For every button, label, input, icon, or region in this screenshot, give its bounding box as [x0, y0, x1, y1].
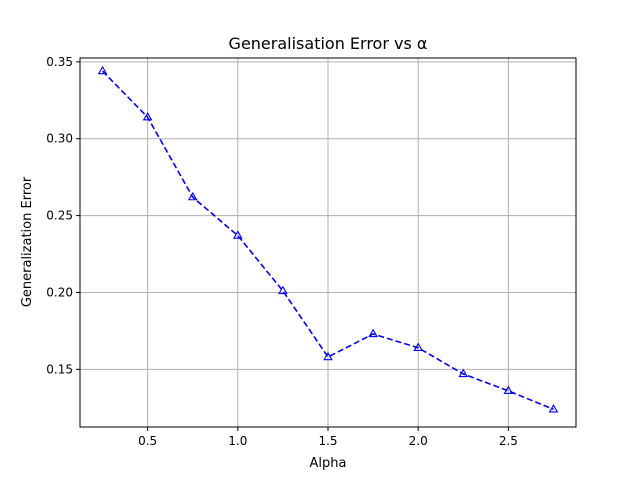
- data-point-marker: [187, 191, 198, 201]
- data-point-marker: [323, 351, 333, 361]
- data-point-marker: [368, 328, 378, 338]
- data-point-marker: [97, 65, 108, 75]
- data-point-marker: [548, 404, 559, 413]
- y-axis-label: Generalization Error: [20, 176, 35, 307]
- y-tick-label: 0.25: [46, 209, 73, 223]
- data-point-marker: [503, 385, 514, 395]
- series-layer: [97, 65, 559, 413]
- axis-ticks: 0.5 1.0 1.5 2.0 2.5 0.15 0.20 0.25 0.30 0.35: [46, 55, 518, 448]
- x-tick-label: 2.5: [499, 434, 518, 448]
- data-point-marker: [142, 111, 153, 121]
- series-line: [101, 70, 554, 411]
- x-tick-label: 0.5: [138, 434, 157, 448]
- data-point-marker: [413, 342, 423, 351]
- y-tick-label: 0.30: [46, 132, 73, 146]
- x-tick-label: 1.5: [318, 434, 337, 448]
- y-tick-label: 0.15: [46, 362, 73, 376]
- chart-title: Generalisation Error vs α: [229, 34, 428, 53]
- x-tick-label: 1.0: [228, 434, 247, 448]
- data-point-marker: [233, 230, 243, 239]
- x-tick-label: 2.0: [409, 434, 428, 448]
- grid: [80, 58, 576, 427]
- data-point-marker: [278, 285, 288, 295]
- x-axis-label: Alpha: [310, 456, 347, 471]
- y-tick-label: 0.20: [46, 285, 73, 299]
- data-point-marker: [458, 368, 469, 378]
- y-tick-label: 0.35: [46, 55, 73, 69]
